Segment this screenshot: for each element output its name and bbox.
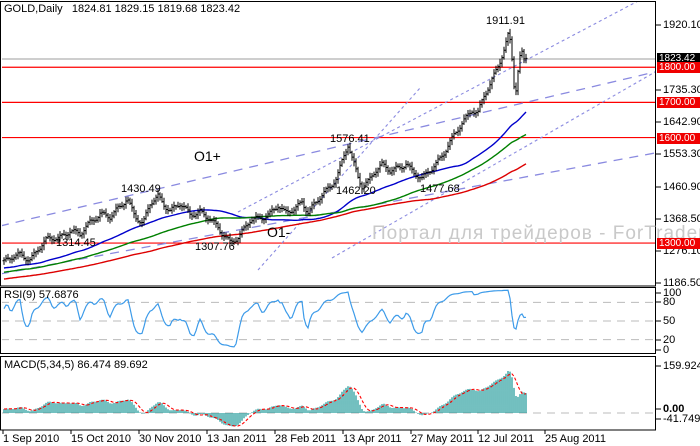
price-annotation: 1462.20: [336, 185, 376, 197]
macd-indicator-label: MACD(5,34,5) 86.474 89.692: [4, 359, 148, 371]
date-tick-label: 13 Apr 2011: [343, 433, 402, 445]
axis-tick-label: 50: [663, 315, 676, 327]
axis-tick-label: 1276.10: [663, 245, 700, 257]
price-annotation: O1+: [194, 148, 221, 164]
axis-tick-label: 100: [663, 287, 682, 299]
axis-tick-label: 1642.90: [663, 116, 700, 128]
main-plot-area[interactable]: [0, 0, 655, 280]
axis-tick-label: 80: [663, 296, 676, 308]
panel-borders: [0, 1, 656, 431]
rsi-indicator-label: RSI(9) 57.6876: [4, 289, 79, 301]
axis-tick-label: 1735.30: [663, 84, 700, 96]
macd-plot-area[interactable]: [1, 371, 654, 427]
axis-tick-label: 1186.50: [663, 277, 700, 289]
chart-title: GOLD,Daily 1824.81 1829.15 1819.68 1823.…: [4, 3, 241, 15]
price-annotation: O1-: [267, 224, 291, 240]
date-tick-label: 27 May 2011: [411, 433, 474, 445]
axis-price-flag: 1300.00: [657, 237, 700, 249]
axis-tick-label: 0.00: [663, 403, 685, 415]
date-tick-label: 15 Oct 2010: [71, 433, 131, 445]
date-tick-label: 25 Aug 2011: [545, 433, 606, 445]
price-annotation: 1307.76: [195, 241, 235, 253]
axis-tick-label: 20: [663, 334, 676, 346]
date-tick-label: 30 Nov 2010: [139, 433, 202, 445]
date-tick-label: 28 Feb 2011: [275, 433, 336, 445]
axis-tick-label: 1920.10: [663, 19, 700, 31]
axis-price-flag: 1823.42: [657, 52, 700, 64]
axis-tick-label: 159.924: [663, 360, 700, 372]
axis-tick-label: 1460.90: [663, 181, 700, 193]
axis-price-flag: 1600.00: [657, 132, 700, 144]
price-annotation: 1576.41: [330, 133, 370, 145]
axis-tick-label: -41.749: [663, 413, 700, 425]
price-annotation: 1911.91: [486, 15, 525, 27]
axis-price-flag: 1700.00: [657, 96, 700, 108]
price-annotation: 1430.49: [121, 183, 161, 195]
date-tick-label: 12 Jul 2011: [478, 433, 535, 445]
axis-tick-label: 1553.30: [663, 148, 700, 160]
price-annotation: 1477.68: [420, 183, 460, 195]
rsi-plot-area[interactable]: [1, 289, 654, 348]
date-tick-label: 13 Jan 2011: [207, 433, 267, 445]
axis-tick-label: 1368.50: [663, 213, 700, 225]
axis-price-flag: 1800.00: [657, 61, 700, 73]
price-annotation: 1314.45: [56, 237, 96, 249]
axis-tick-label: 0: [663, 344, 670, 356]
date-tick-label: 1 Sep 2010: [3, 433, 60, 445]
watermark-text: Портал для трейдеров - ForTrader.ru: [372, 223, 700, 244]
